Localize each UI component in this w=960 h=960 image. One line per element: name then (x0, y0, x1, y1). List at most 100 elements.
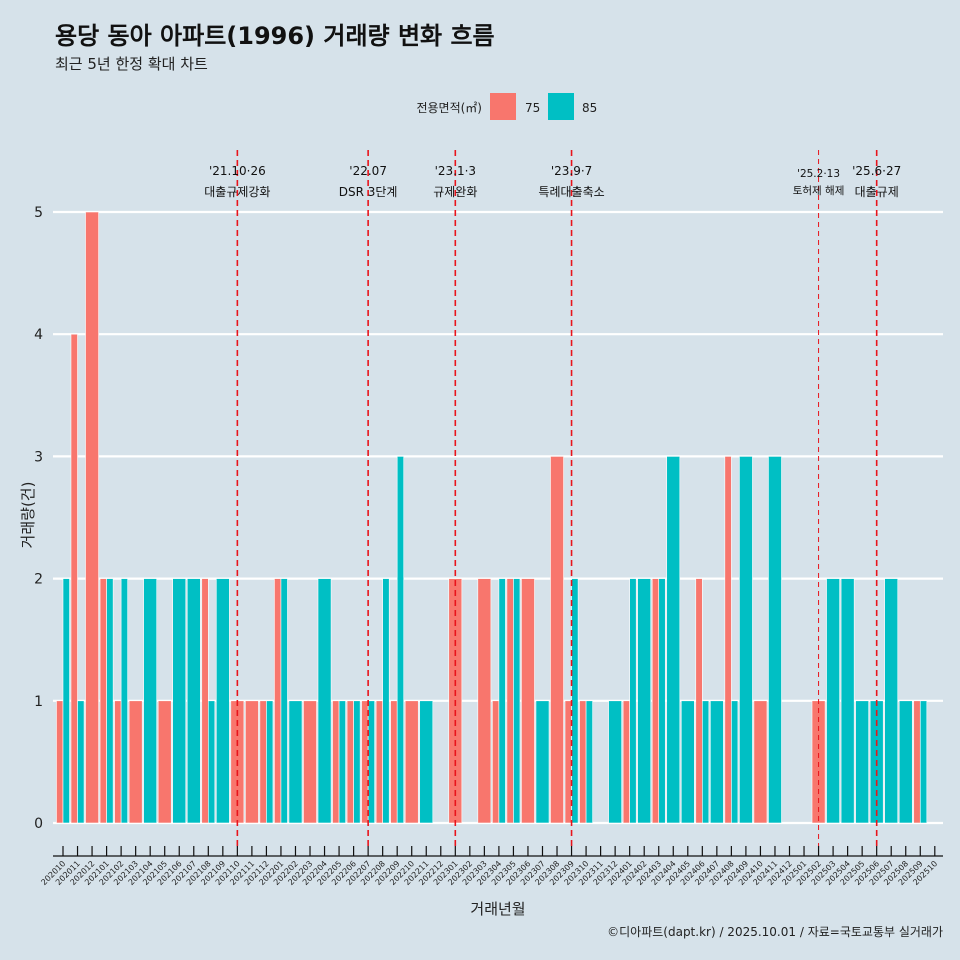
bar-75-202406 (695, 578, 703, 824)
bar-85-202209 (396, 456, 405, 824)
legend-label-75: 75 (525, 101, 540, 115)
bar-85-202208 (382, 578, 390, 824)
bar-75-202205 (332, 700, 340, 824)
bar-85-202507 (884, 578, 899, 824)
caption: ©디아파트(dapt.kr) / 2025.10.01 / 자료=국토교통부 실… (607, 925, 943, 939)
bar-85-202206 (353, 700, 361, 824)
annotation-label: 규제완화 (433, 185, 477, 199)
chart-subtitle: 최근 5년 한정 확대 차트 (55, 55, 208, 73)
bar-75-202410 (753, 700, 768, 824)
y-axis-title: 거래량(건) (19, 482, 37, 549)
bar-85-202108 (208, 700, 216, 824)
bar-85-202509 (919, 700, 928, 824)
bar-85-202211 (419, 700, 434, 824)
y-tick-label: 4 (34, 327, 43, 343)
bar-75-202306 (521, 578, 535, 824)
chart-title: 용당 동아 아파트(1996) 거래량 변화 흐름 (55, 22, 495, 50)
annotation-label: 대출규제강화 (204, 185, 270, 199)
bar-75-202308 (550, 456, 564, 824)
bar-75-202105 (157, 700, 172, 824)
legend-key-85 (548, 93, 574, 120)
bar-85-202107 (186, 578, 201, 824)
bar-75-202111 (245, 700, 259, 824)
bar-85-202205 (338, 700, 346, 824)
bar-85-202112 (266, 700, 274, 824)
legend: 전용면적(㎡) 75 85 (416, 93, 597, 120)
bar-75-202305 (506, 578, 514, 824)
bar-85-202202 (288, 700, 303, 824)
bar-85-202102 (120, 578, 128, 824)
y-tick-label: 3 (34, 449, 43, 465)
bar-75-202203 (303, 700, 317, 824)
annotation-date: '25.2·13 (797, 168, 840, 180)
bar-85-202504 (840, 578, 855, 824)
bar-85-202401 (629, 578, 637, 824)
annotation-label: DSR 3단계 (339, 185, 398, 199)
bar-85-202204 (317, 578, 332, 824)
bar-85-202307 (535, 700, 550, 824)
bar-75-202209 (390, 700, 398, 824)
y-tick-label: 0 (34, 816, 43, 832)
annotation-date: '23.9·7 (551, 164, 592, 178)
bar-75-202112 (259, 700, 267, 824)
bar-75-202201 (274, 578, 282, 824)
bar-75-202509 (913, 700, 921, 824)
bar-75-202101 (99, 578, 107, 824)
annotation-date: '22.07 (349, 164, 387, 178)
bar-85-202508 (898, 700, 913, 824)
bar-85-202010 (62, 578, 70, 824)
bar-85-202104 (143, 578, 158, 824)
annotation-date: '25.6·27 (852, 164, 901, 178)
bar-75-202103 (128, 700, 143, 824)
annotation-date: '21.10·26 (209, 164, 266, 178)
bar-75-202303 (477, 578, 492, 824)
bar-75-202207 (361, 700, 369, 824)
bar-85-202503 (826, 578, 840, 824)
annotations: '21.10·26 대출규제강화 '22.07 DSR 3단계 '23.1·3 규제완화 '… (204, 150, 901, 850)
bar-85-202407 (710, 700, 724, 824)
legend-label-85: 85 (582, 101, 597, 115)
annotation-label: 대출규제 (855, 185, 899, 199)
bar-85-202405 (680, 700, 695, 824)
bar-75-202206 (346, 700, 354, 824)
y-tick-label: 1 (34, 694, 43, 710)
bar-85-202201 (280, 578, 288, 824)
legend-key-75 (490, 93, 516, 120)
legend-title: 전용면적(㎡) (416, 101, 482, 115)
bar-85-202406 (702, 700, 710, 824)
bar-85-202403 (658, 578, 666, 824)
bar-85-202304 (498, 578, 506, 824)
bar-85-202310 (585, 700, 593, 824)
annotation-label: 특례대출축소 (538, 185, 604, 199)
bar-85-202312 (608, 700, 622, 824)
bar-75-202010 (56, 700, 64, 824)
bar-85-202101 (106, 578, 114, 824)
y-axis-ticks: 0 1 2 3 4 5 (34, 205, 43, 832)
bars (56, 211, 928, 824)
bar-85-202011 (77, 700, 85, 824)
bar-75-202401 (622, 700, 630, 824)
bar-75-202208 (375, 700, 383, 824)
bar-85-202411 (768, 456, 782, 824)
annotation-date: '23.1·3 (435, 164, 476, 178)
bar-75-202403 (651, 578, 660, 824)
x-axis-title: 거래년월 (470, 900, 525, 918)
bar-85-202309 (571, 578, 579, 824)
bar-85-202109 (215, 578, 230, 824)
annotation-label: 토허제 해제 (793, 184, 845, 197)
bar-85-202402 (637, 578, 652, 824)
y-tick-label: 2 (34, 572, 43, 588)
bar-75-202011 (70, 333, 78, 824)
bar-85-202404 (666, 456, 681, 824)
bar-85-202409 (739, 456, 753, 824)
bar-75-202408 (724, 456, 732, 824)
bar-85-202106 (172, 578, 187, 824)
bar-75-202102 (114, 700, 122, 824)
bar-85-202207 (367, 700, 375, 824)
bar-75-202309 (564, 700, 572, 824)
bar-85-202505 (855, 700, 869, 824)
bar-75-202310 (579, 700, 587, 824)
bar-85-202408 (731, 700, 739, 824)
bar-75-202210 (404, 700, 419, 824)
